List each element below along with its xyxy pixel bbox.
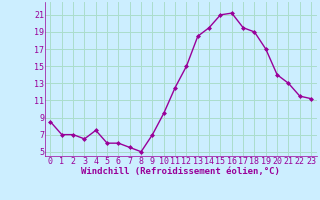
X-axis label: Windchill (Refroidissement éolien,°C): Windchill (Refroidissement éolien,°C) (81, 167, 280, 176)
